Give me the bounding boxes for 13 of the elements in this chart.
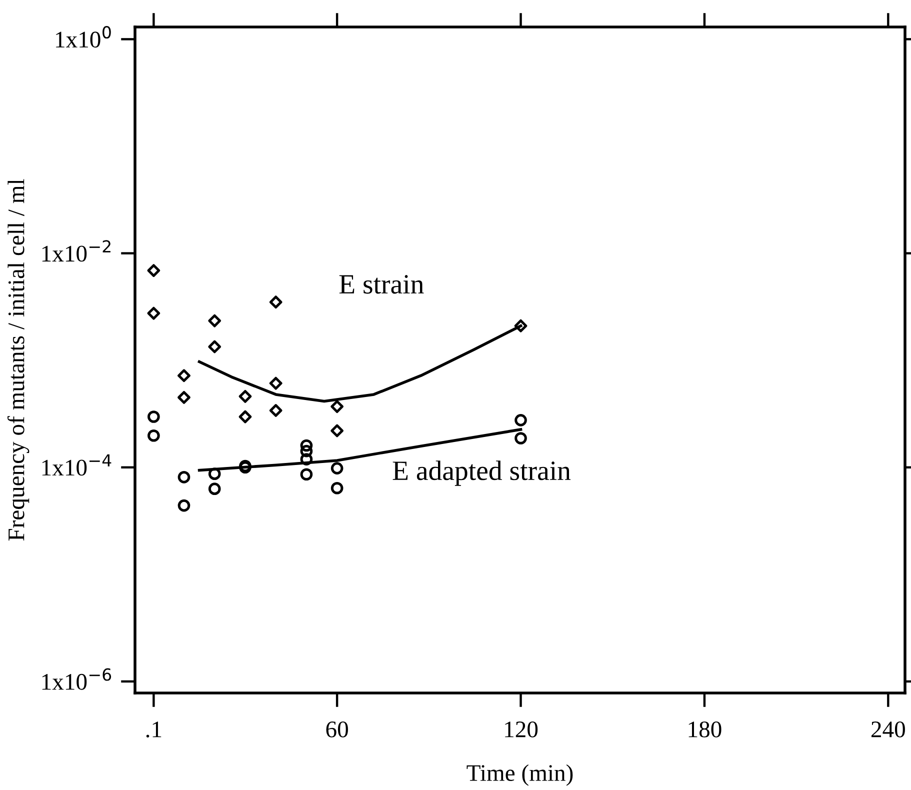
x-tick-label: 120 xyxy=(505,721,538,738)
y-tick-label: 1x10$^{0}$ xyxy=(56,26,111,48)
y-tick-label: 1x10$^{−2}$ xyxy=(42,240,110,262)
y-tick-label: 1x10$^{−6}$ xyxy=(42,668,112,690)
y-axis-title: Frequency of mutants / initial cell / ml xyxy=(7,179,30,541)
x-tick-label: 60 xyxy=(326,721,348,738)
x-axis-title: Time (min) xyxy=(466,764,573,786)
x-tick-label: 240 xyxy=(871,721,905,738)
y-tick-label: 1x10$^{−4}$ xyxy=(42,454,112,476)
series-label: E adapted strain xyxy=(392,460,571,486)
x-tick-label: .1 xyxy=(146,722,162,738)
text: E strain xyxy=(339,275,424,294)
x-tick-label: 180 xyxy=(688,721,722,738)
